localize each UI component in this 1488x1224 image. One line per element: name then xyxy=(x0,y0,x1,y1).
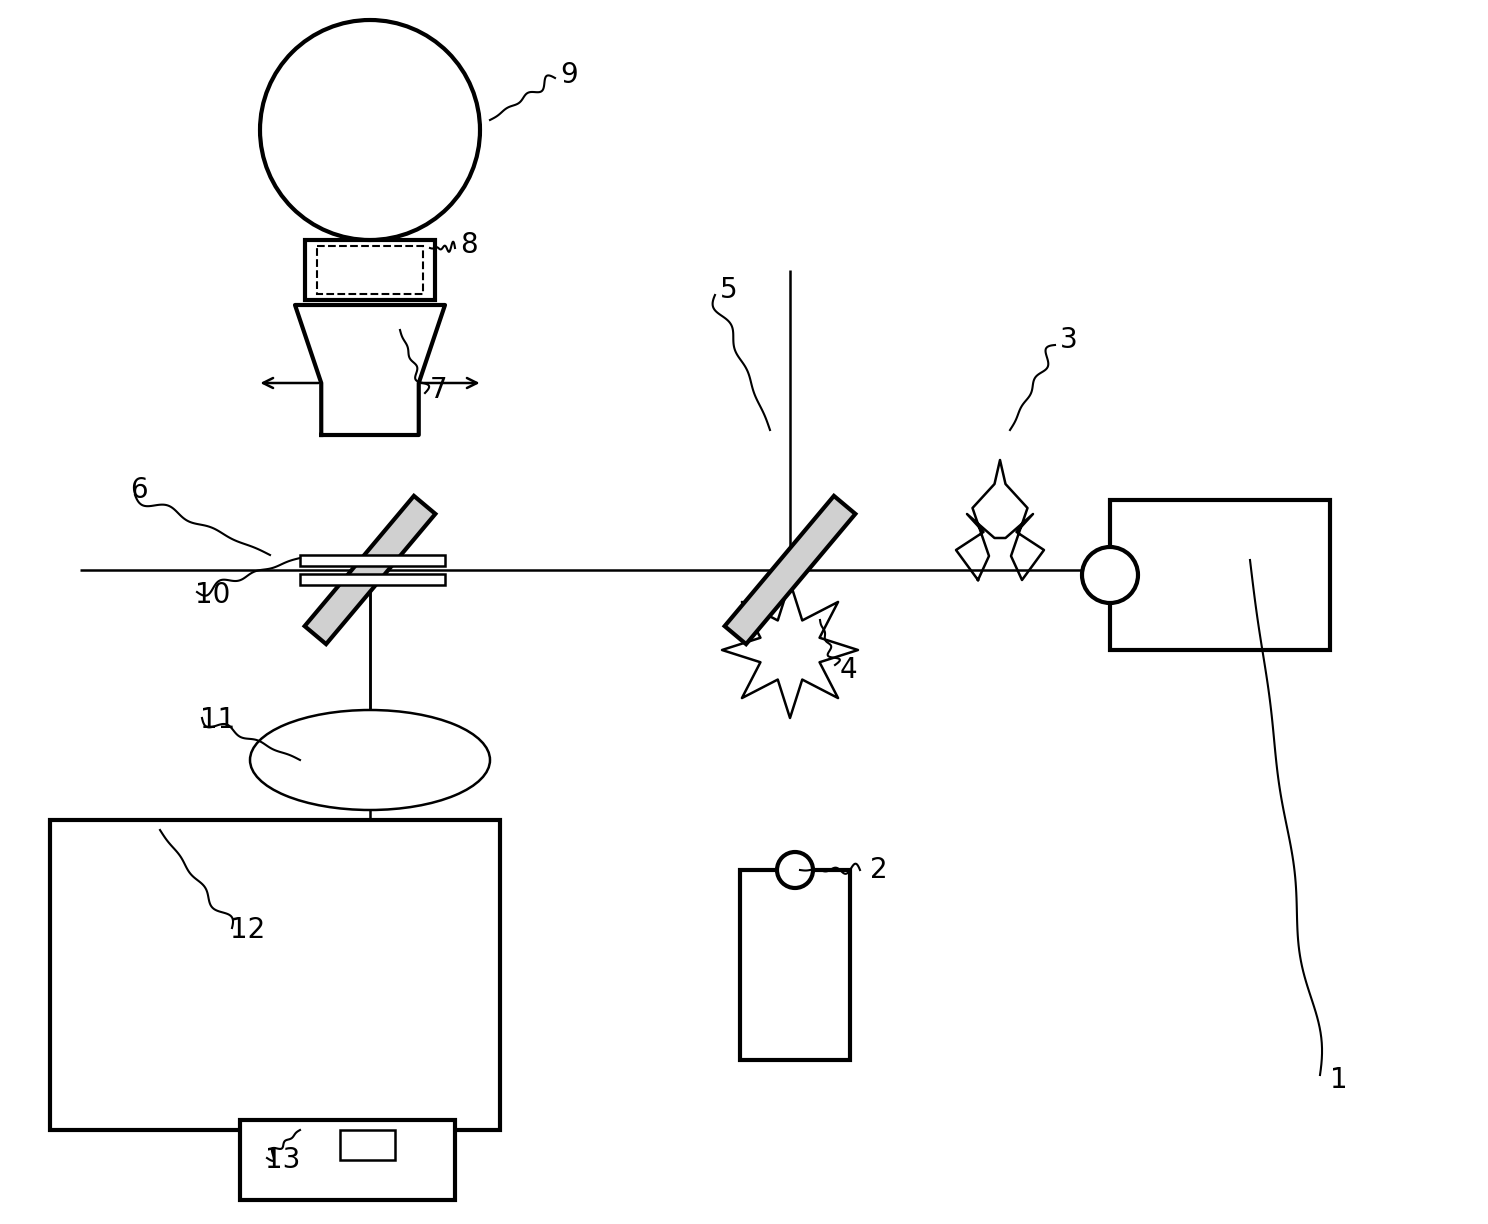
Text: 8: 8 xyxy=(460,231,478,259)
Bar xyxy=(339,1130,394,1160)
Text: 10: 10 xyxy=(195,581,231,610)
Polygon shape xyxy=(305,496,436,644)
Bar xyxy=(740,870,850,1060)
Ellipse shape xyxy=(250,710,490,810)
Polygon shape xyxy=(725,496,856,644)
Text: 12: 12 xyxy=(231,916,265,944)
Text: 4: 4 xyxy=(841,656,857,684)
Bar xyxy=(240,1120,455,1200)
Text: 11: 11 xyxy=(199,706,235,734)
Text: 6: 6 xyxy=(129,476,147,504)
Bar xyxy=(317,246,423,294)
Circle shape xyxy=(260,20,481,240)
Bar xyxy=(305,240,434,300)
Text: 13: 13 xyxy=(265,1146,301,1174)
Text: 1: 1 xyxy=(1330,1066,1348,1094)
Bar xyxy=(51,820,500,1130)
Text: 3: 3 xyxy=(1059,326,1077,354)
Circle shape xyxy=(1082,547,1138,603)
Text: 7: 7 xyxy=(430,376,448,404)
Bar xyxy=(301,554,445,567)
Text: 5: 5 xyxy=(720,275,738,304)
Bar xyxy=(301,574,445,585)
Circle shape xyxy=(777,852,812,887)
Text: 2: 2 xyxy=(870,856,888,884)
Bar xyxy=(1110,499,1330,650)
Text: 9: 9 xyxy=(559,61,577,89)
